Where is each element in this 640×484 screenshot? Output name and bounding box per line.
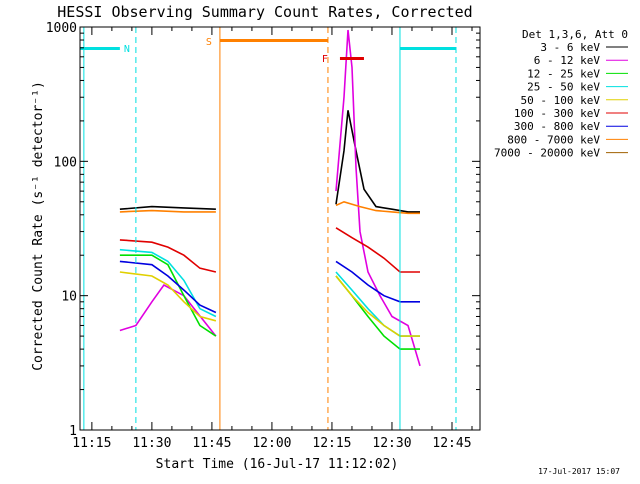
timestamp: 17-Jul-2017 15:07 [538, 467, 620, 476]
series-line-0-1 [119, 205, 216, 210]
night2-bar [399, 47, 456, 50]
chart-title: HESSI Observing Summary Count Rates, Cor… [57, 3, 472, 21]
series-line-6-1 [119, 260, 217, 314]
legend-label: 800 - 7000 keV [507, 133, 600, 146]
series-line-3-2 [335, 271, 420, 337]
flare-bar [339, 57, 364, 60]
flag-label-n: N [124, 44, 130, 55]
y-tick-label: 100 [54, 155, 77, 170]
legend-label: 7000 - 20000 keV [494, 147, 600, 160]
legend-label: 12 - 25 keV [527, 67, 600, 80]
series-line-1-1 [119, 283, 217, 337]
series-line-2-1 [119, 254, 217, 337]
legend-label: 3 - 6 keV [540, 41, 600, 54]
x-tick-label: 12:45 [432, 436, 471, 451]
x-tick-label: 11:30 [132, 436, 171, 451]
legend-label: 6 - 12 keV [534, 54, 601, 67]
series-line-7-1 [119, 209, 216, 213]
x-axis-label: Start Time (16-Jul-17 11:12:02) [156, 457, 399, 472]
legend-label: 25 - 50 keV [527, 81, 600, 94]
series-line-5-1 [119, 239, 217, 273]
series-line-5-2 [335, 227, 420, 273]
x-tick-label: 11:45 [192, 436, 231, 451]
legend-title: Det 1,3,6, Att 0 [522, 28, 628, 41]
legend-label: 300 - 800 keV [514, 120, 600, 133]
series-line-0-2 [335, 110, 420, 213]
night-bar [80, 47, 120, 50]
legend-label: 100 - 300 keV [514, 107, 600, 120]
series-line-7-2 [335, 200, 420, 215]
y-axis-label: Corrected Count Rate (s⁻¹ detector⁻¹) [31, 81, 46, 371]
x-tick-label: 12:15 [312, 436, 351, 451]
series-line-3-1 [119, 248, 217, 318]
x-tick-label: 12:00 [252, 436, 291, 451]
saa-bar [219, 39, 328, 42]
y-tick-label: 1000 [46, 21, 77, 36]
series-line-1-2 [335, 29, 421, 367]
plot-frame [79, 26, 481, 431]
y-tick-label: 10 [61, 290, 77, 305]
x-tick-label: 12:30 [372, 436, 411, 451]
y-tick-label: 1 [69, 424, 77, 439]
series-line-4-1 [119, 271, 217, 322]
legend-label: 50 - 100 keV [521, 94, 601, 107]
series-line-4-2 [335, 275, 420, 337]
x-tick-label: 11:15 [72, 436, 111, 451]
flag-label-s: S [206, 37, 212, 48]
flag-label-f: F [322, 54, 328, 65]
series-line-6-2 [335, 260, 420, 303]
